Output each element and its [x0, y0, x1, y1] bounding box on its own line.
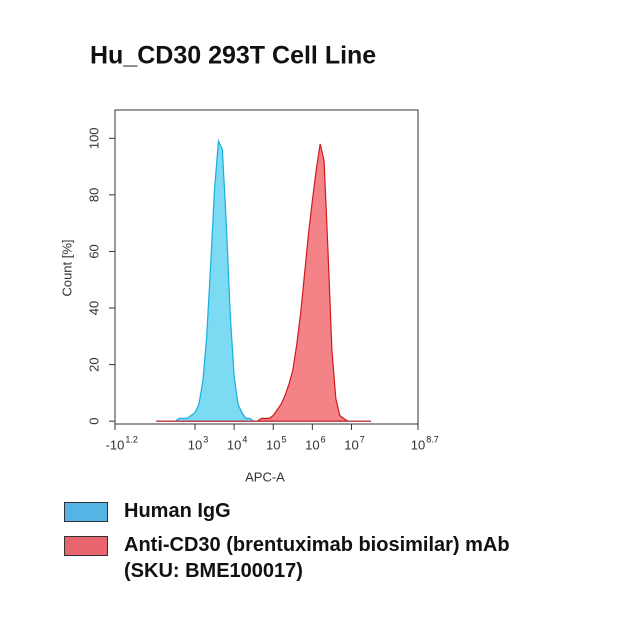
x-tick-label: 10: [305, 437, 319, 452]
x-tick-label: 10: [188, 437, 202, 452]
x-tick-label: 10: [266, 437, 280, 452]
x-tick-exponent: 7: [360, 434, 365, 444]
legend: Human IgG Anti-CD30 (brentuximab biosimil…: [64, 498, 584, 592]
legend-entry: Anti-CD30 (brentuximab biosimilar) mAb (…: [64, 532, 584, 584]
x-tick-exponent: 8.7: [426, 434, 439, 444]
x-tick-exponent: 6: [321, 434, 326, 444]
histogram-area: [156, 143, 372, 422]
legend-swatch: [64, 536, 108, 556]
x-tick-exponent: 3: [203, 434, 208, 444]
x-axis-label: APC-A: [245, 469, 285, 484]
y-tick-label: 80: [86, 188, 101, 202]
histogram-area: [156, 138, 372, 422]
plot-area: [156, 138, 372, 422]
y-tick-label: 40: [86, 301, 101, 315]
x-tick-label: 10: [344, 437, 358, 452]
y-tick-label: 20: [86, 357, 101, 371]
y-tick-label: 60: [86, 244, 101, 258]
y-tick-label: 0: [86, 418, 101, 425]
x-tick-exponent: 4: [242, 434, 247, 444]
plot-frame: [114, 109, 419, 425]
x-tick-exponent: 5: [281, 434, 286, 444]
chart-title: Hu_CD30 293T Cell Line: [90, 42, 376, 70]
legend-entry: Human IgG: [64, 498, 584, 524]
x-tick-label: 10: [227, 437, 241, 452]
y-axis-label: Count [%]: [59, 239, 74, 296]
legend-swatch: [64, 502, 108, 522]
x-tick-label: -10: [106, 437, 125, 452]
y-tick-label: 100: [86, 127, 101, 149]
x-tick-exponent: 1.2: [125, 434, 138, 444]
legend-label: Human IgG: [124, 500, 231, 522]
x-tick-label: 10: [411, 437, 425, 452]
legend-label: Anti-CD30 (brentuximab biosimilar) mAb (…: [124, 534, 510, 582]
